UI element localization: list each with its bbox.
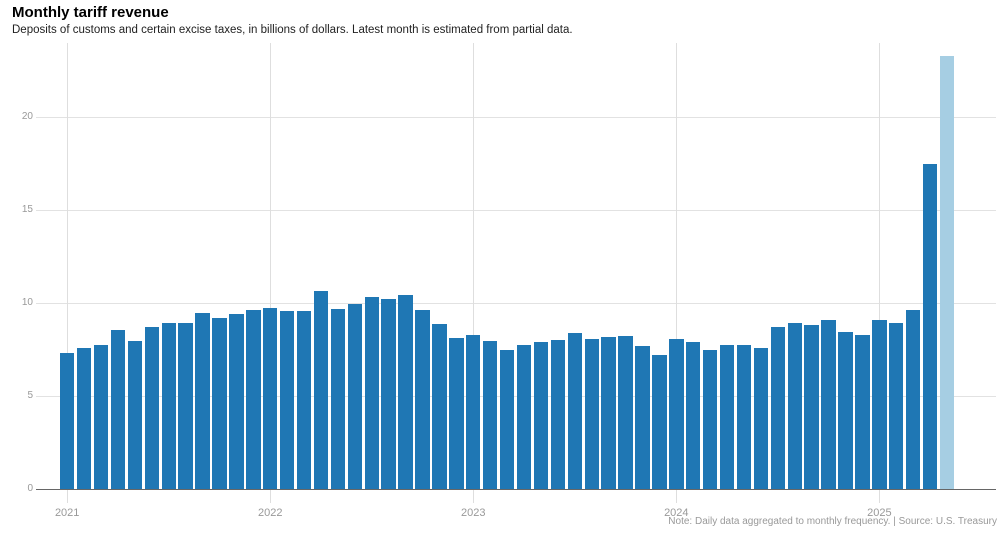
y-gridline-5 [36,396,996,397]
bar-Mar-2021[interactable] [93,344,109,489]
bar-Jul-2021[interactable] [161,322,176,489]
y-axis-tick-label: 0 [27,483,33,494]
y-axis-tick-label: 10 [21,297,33,308]
bar-Feb-2021[interactable] [76,347,92,489]
bar-Aug-2023[interactable] [584,339,599,489]
bar-Oct-2022[interactable] [415,309,430,489]
bar-Jan-2025[interactable] [872,319,887,489]
chart-title: Monthly tariff revenue [12,4,169,21]
bar-Feb-2023[interactable] [483,341,498,489]
bar-Apr-2023[interactable] [516,344,532,489]
y-axis-tick-label: 15 [21,204,33,215]
bar-Aug-2024[interactable] [787,322,802,489]
y-gridline-15 [36,210,996,211]
bar-Aug-2022[interactable] [381,299,396,489]
year-gridline-2025 [879,43,881,503]
bar-Sep-2022[interactable] [398,294,413,489]
bar-May-2022[interactable] [330,308,346,489]
y-axis-tick-label: 5 [27,390,33,401]
bar-Dec-2023[interactable] [652,355,667,489]
y-axis-tick-label: 20 [21,111,33,122]
bar-Oct-2023[interactable] [618,336,633,489]
bar-Nov-2024[interactable] [838,331,853,489]
bar-May-2023[interactable] [533,342,549,489]
bar-Apr-2025[interactable] [922,163,938,489]
bar-Jul-2022[interactable] [364,297,379,489]
bar-Apr-2021[interactable] [110,329,126,489]
bar-Sep-2021[interactable] [195,313,210,489]
bar-Jul-2023[interactable] [567,332,582,489]
bar-Apr-2024[interactable] [719,344,735,489]
bar-Mar-2022[interactable] [296,311,312,489]
bar-Feb-2022[interactable] [279,311,295,489]
bar-Sep-2023[interactable] [601,337,616,489]
bar-May-2025-estimated[interactable] [939,55,955,489]
bar-Jan-2024[interactable] [669,339,684,489]
bar-Mar-2024[interactable] [702,349,718,489]
x-axis-year-label-2021: 2021 [54,507,80,519]
bar-Mar-2025[interactable] [906,309,921,489]
bar-Dec-2021[interactable] [246,310,261,489]
x-axis-year-label-2022: 2022 [257,507,283,519]
y-gridline-20 [36,117,996,118]
year-gridline-2021 [67,43,69,503]
bar-Apr-2022[interactable] [313,290,329,489]
bar-Feb-2025[interactable] [889,322,904,489]
chart-subtitle: Deposits of customs and certain excise t… [12,24,573,36]
bar-Dec-2024[interactable] [855,334,870,489]
x-axis-year-label-2023: 2023 [461,507,486,519]
bar-Oct-2021[interactable] [212,317,227,489]
bar-Feb-2024[interactable] [686,342,701,489]
bar-Jan-2021[interactable] [60,353,75,489]
bar-Jan-2022[interactable] [263,307,278,489]
year-gridline-2023 [473,43,475,503]
bar-Jun-2021[interactable] [144,327,159,489]
year-gridline-2022 [270,43,272,503]
year-gridline-2024 [676,43,678,503]
bar-May-2021[interactable] [127,341,143,489]
bar-Nov-2021[interactable] [229,314,244,489]
bar-Jun-2024[interactable] [753,347,769,489]
bar-Aug-2021[interactable] [178,323,193,489]
bar-May-2024[interactable] [736,344,752,489]
bar-Jun-2022[interactable] [347,303,363,489]
source-note: Note: Daily data aggregated to monthly f… [668,516,997,527]
x-axis-baseline [36,489,996,490]
bar-Mar-2023[interactable] [499,349,515,489]
bar-Nov-2023[interactable] [635,345,650,489]
bar-Jul-2024[interactable] [770,327,786,489]
bar-Nov-2022[interactable] [432,324,447,489]
bar-Jan-2023[interactable] [466,334,481,489]
bar-Oct-2024[interactable] [821,319,836,489]
y-gridline-10 [36,303,996,304]
x-axis-year-label-2024: 2024 [664,507,689,519]
x-axis-year-label-2025: 2025 [867,507,892,519]
bar-Jun-2023[interactable] [550,340,566,489]
bar-Sep-2024[interactable] [804,325,819,489]
bar-Dec-2022[interactable] [449,338,464,489]
